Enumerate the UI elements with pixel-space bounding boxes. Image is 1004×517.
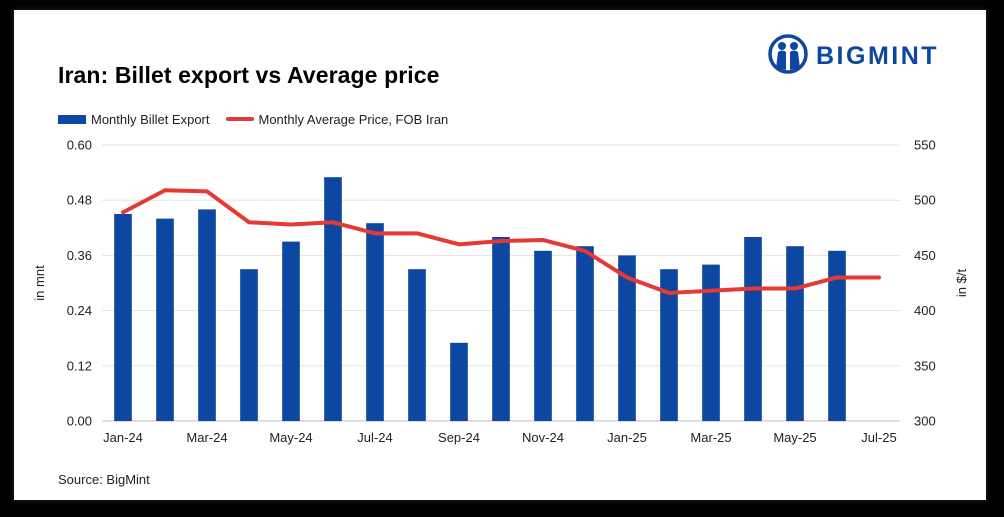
legend-swatch-line: [225, 117, 254, 121]
bar-export: [156, 218, 174, 421]
bar-export: [786, 246, 804, 421]
bar-export: [450, 342, 468, 421]
x-tick-label: Nov-24: [522, 430, 564, 445]
bigmint-people-icon: [768, 34, 808, 74]
source-note: Source: BigMint: [58, 472, 150, 487]
x-tick-label: Jul-25: [861, 430, 896, 445]
bar-export: [408, 269, 426, 421]
y-left-tick-label: 0.24: [67, 303, 92, 318]
x-tick-label: Jan-25: [607, 430, 647, 445]
x-tick-label: Jul-24: [357, 430, 392, 445]
bigmint-logo: BIGMINT: [768, 34, 939, 74]
legend: Monthly Billet Export Monthly Average Pr…: [58, 109, 464, 129]
y-right-tick-label: 350: [914, 358, 936, 373]
y-left-tick-label: 0.60: [67, 138, 92, 153]
chart-card: Iran: Billet export vs Average price BIG…: [14, 10, 986, 500]
bar-export: [576, 246, 594, 421]
y-right-tick-label: 300: [914, 414, 936, 429]
x-tick-label: Jan-24: [103, 430, 143, 445]
combo-chart: 0.00 0.12 0.24 0.36 0.48 0.60 300 350 400 450 500 5…: [32, 138, 969, 446]
legend-label-export: Monthly Billet Export: [91, 111, 210, 127]
chart-title: Iran: Billet export vs Average price: [58, 62, 440, 88]
x-tick-label: Sep-24: [438, 430, 480, 445]
y-left-tick-label: 0.12: [67, 358, 92, 373]
y-left-tick-label: 0.48: [67, 193, 92, 208]
y-right-tick-label: 400: [914, 303, 936, 318]
x-tick-label: May-24: [269, 430, 312, 445]
x-tick-label: Mar-25: [690, 430, 731, 445]
y-right-axis-title: in $/t: [954, 269, 969, 298]
legend-item-export: Monthly Billet Export: [58, 112, 210, 127]
bar-export: [618, 255, 636, 421]
bar-export: [240, 269, 258, 421]
x-tick-label: Mar-24: [186, 430, 227, 445]
x-tick-label: May-25: [773, 430, 816, 445]
bar-export: [744, 237, 762, 421]
bar-export: [282, 241, 300, 421]
bar-export: [534, 250, 552, 421]
bar-export: [702, 264, 720, 421]
logo-text: BIGMINT: [816, 42, 939, 70]
y-right-tick-label: 550: [914, 138, 936, 153]
bar-export: [366, 223, 384, 421]
bar-export: [492, 237, 510, 421]
y-left-axis-title: in mnt: [32, 265, 47, 301]
y-left-tick-label: 0.00: [67, 414, 92, 429]
bar-export: [828, 250, 846, 421]
legend-swatch-bar: [58, 114, 86, 124]
line-price: [121, 188, 881, 295]
bar-export: [324, 177, 342, 421]
legend-item-price: Monthly Average Price, FOB Iran: [225, 111, 449, 127]
bar-export: [660, 269, 678, 421]
legend-label-price: Monthly Average Price, FOB Iran: [258, 111, 449, 127]
bar-export: [198, 209, 216, 421]
bar-export: [114, 214, 132, 421]
y-left-tick-label: 0.36: [67, 248, 92, 263]
y-right-tick-label: 450: [914, 248, 936, 263]
y-right-tick-label: 500: [914, 193, 936, 208]
